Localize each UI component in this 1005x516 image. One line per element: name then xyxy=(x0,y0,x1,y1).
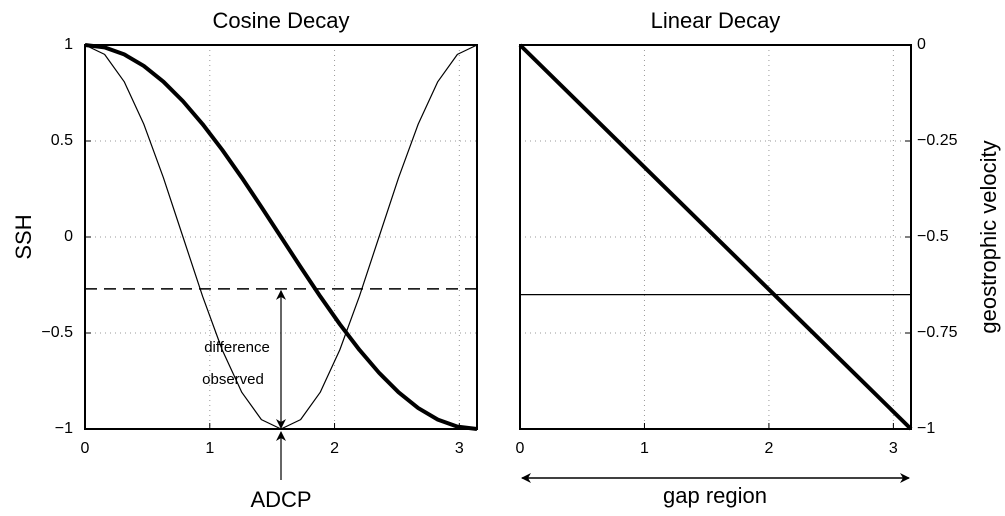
x-tick-label: 0 xyxy=(81,440,90,457)
annotation: ADCP xyxy=(250,487,311,512)
x-tick-label: 2 xyxy=(764,440,773,457)
chart-title: Linear Decay xyxy=(651,8,781,33)
y-tick-label: 0 xyxy=(917,36,926,53)
y-axis-label: SSH xyxy=(11,214,36,259)
y-tick-label: 1 xyxy=(64,36,73,53)
x-tick-label: 2 xyxy=(330,440,339,457)
x-tick-label: 0 xyxy=(516,440,525,457)
y-tick-label: −1 xyxy=(917,420,935,437)
plot-frame xyxy=(519,44,912,430)
x-tick-label: 1 xyxy=(205,440,214,457)
x-tick-label: 1 xyxy=(640,440,649,457)
y-tick-label: −0.5 xyxy=(917,228,949,245)
annotation: difference xyxy=(204,339,270,356)
series-line xyxy=(84,43,478,431)
series-line xyxy=(518,43,913,431)
annotation: gap region xyxy=(663,483,767,508)
y-tick-label: 0 xyxy=(64,228,73,245)
y-tick-label: −1 xyxy=(55,420,73,437)
y2-axis-label: geostrophic velocity xyxy=(976,140,1001,333)
y-tick-label: 0.5 xyxy=(51,132,73,149)
plot-frame xyxy=(84,44,478,430)
annotation: observed xyxy=(202,371,264,388)
y-tick-label: −0.5 xyxy=(41,324,73,341)
y-tick-label: −0.75 xyxy=(917,324,958,341)
x-tick-label: 3 xyxy=(889,440,898,457)
y-tick-label: −0.25 xyxy=(917,132,958,149)
x-tick-label: 3 xyxy=(455,440,464,457)
chart-title: Cosine Decay xyxy=(213,8,350,33)
